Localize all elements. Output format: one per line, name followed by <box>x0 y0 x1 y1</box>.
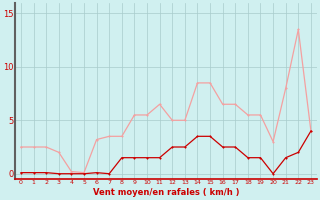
X-axis label: Vent moyen/en rafales ( km/h ): Vent moyen/en rafales ( km/h ) <box>93 188 239 197</box>
